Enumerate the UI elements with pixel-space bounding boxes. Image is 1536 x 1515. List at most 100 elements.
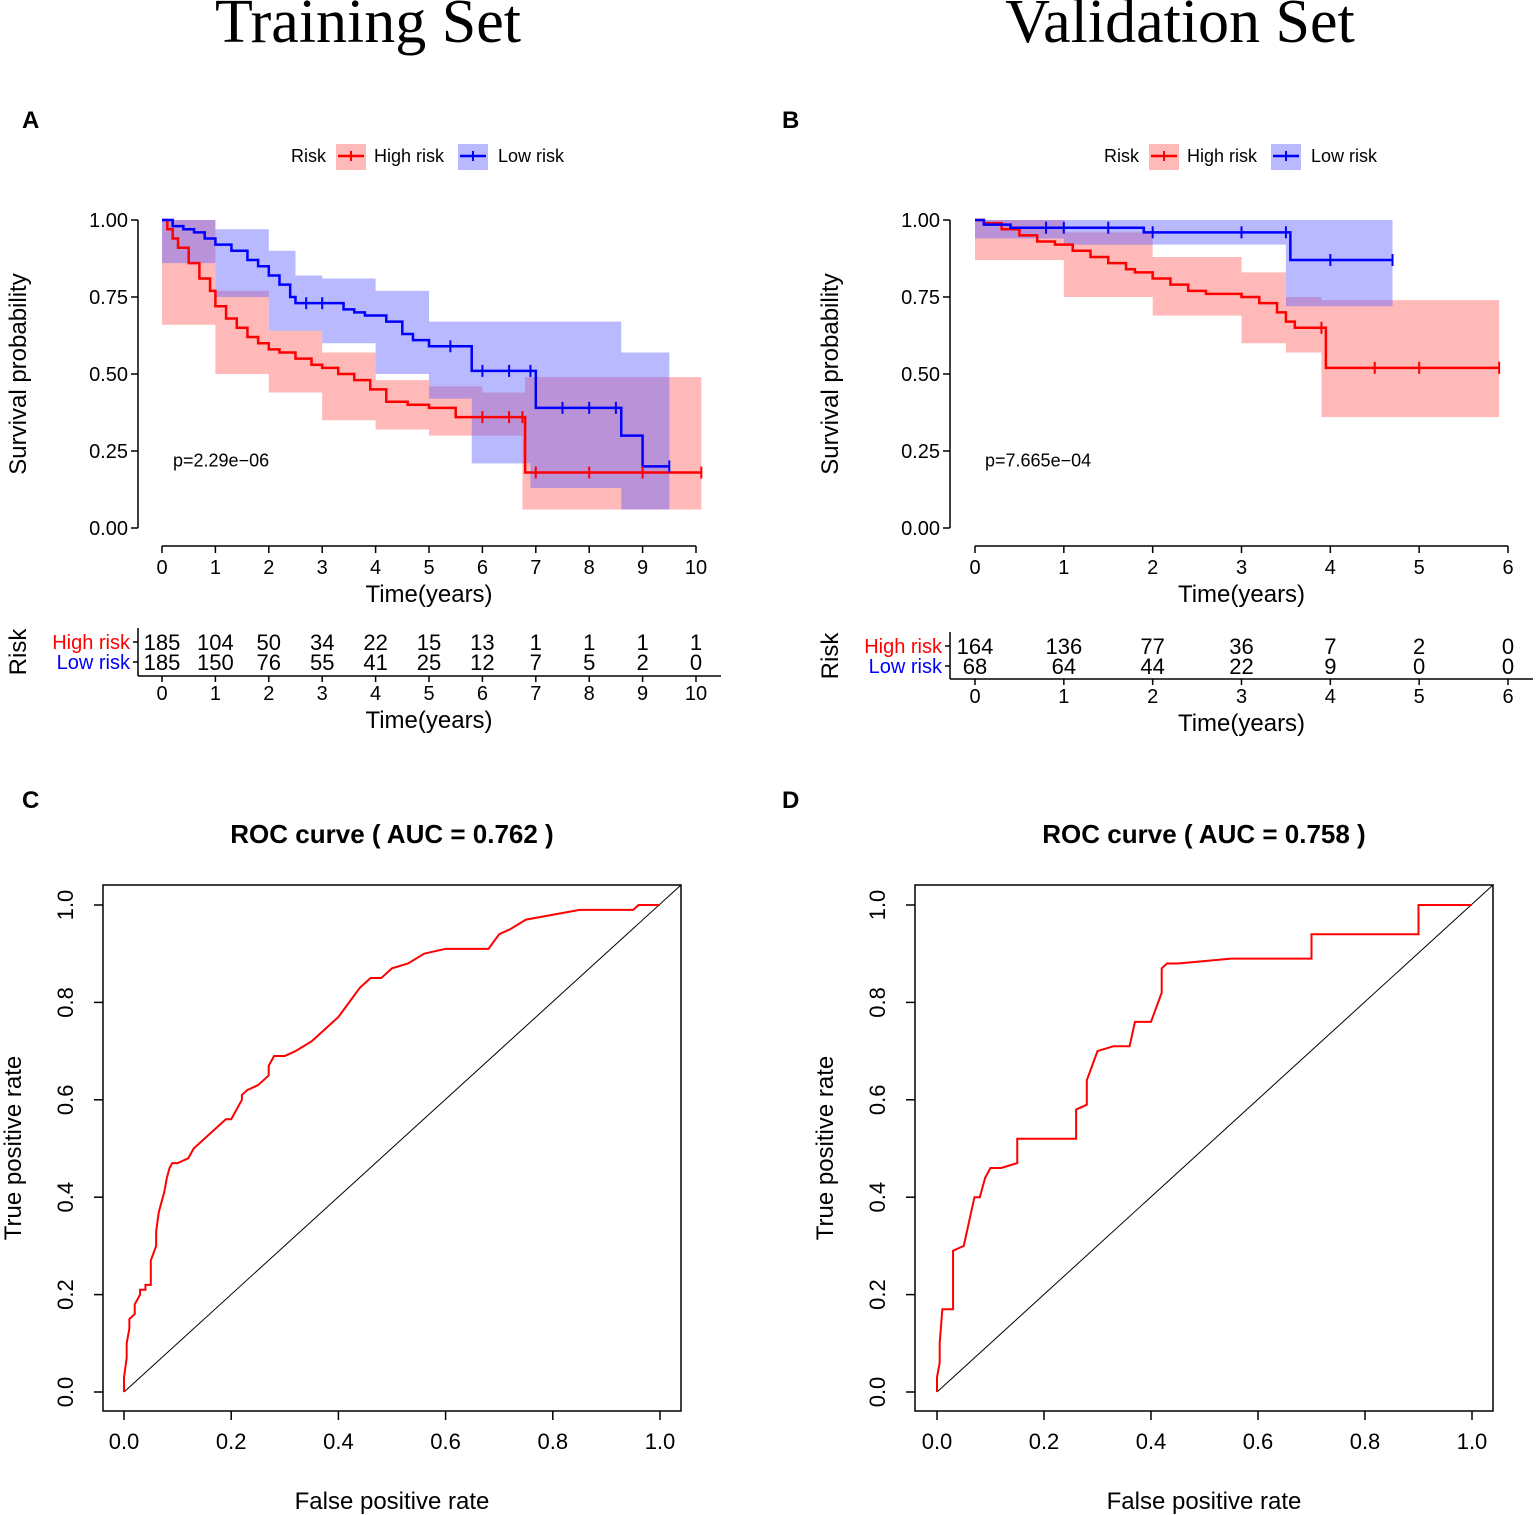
panel-c-y-tick-label: 0.4	[53, 1182, 78, 1213]
panel-a-risk-x-tick-label: 4	[370, 683, 381, 705]
panel-a-risk-x-tick-label: 3	[317, 683, 328, 705]
panel-d-x-axis-title: False positive rate	[1107, 1488, 1302, 1515]
panel-b-risk-number: 36	[1229, 634, 1253, 659]
panel-b-legend-high-label: High risk	[1187, 146, 1258, 166]
panel-a-risk-x-tick-label: 7	[530, 683, 541, 705]
panel-a-risk-x-tick-label: 6	[477, 683, 488, 705]
panel-b-x-tick-label: 5	[1414, 557, 1425, 579]
panel-c-x-tick-label: 0.2	[216, 1429, 247, 1454]
panel-a-risk-number: 104	[197, 630, 234, 655]
panel-a-y-tick-label: 0.00	[89, 518, 128, 540]
panel-b-risk-x-tick-label: 4	[1325, 686, 1336, 708]
panel-c-y-tick-label: 0.0	[53, 1377, 78, 1408]
panel-b-risk-row-label: High risk	[864, 636, 943, 658]
panel-a-risk-number: 185	[144, 650, 181, 675]
panel-b-legend-title: Risk	[1104, 146, 1140, 166]
panel-b-risk-x-tick-label: 0	[969, 686, 980, 708]
panel-a-x-tick-label: 10	[685, 557, 707, 579]
panel-d-y-axis-title: True positive rate	[812, 1056, 839, 1241]
panel-a-risk-number: 55	[310, 650, 334, 675]
panel-b-risk-number: 164	[957, 634, 994, 659]
panel-d-x-tick-label: 0.0	[922, 1429, 953, 1454]
panel-a-ci-low-band	[162, 220, 670, 510]
panel-a-risk-number: 34	[310, 630, 334, 655]
panel-b-y-tick-label: 0.75	[901, 287, 940, 309]
roc-plot-validation: ROC curve ( AUC = 0.758 ) 0.0 0.2 0.4 0.6 0.8…	[812, 819, 1494, 1515]
panel-a-risk-number: 150	[197, 650, 234, 675]
panel-b-risk-number: 0	[1502, 634, 1514, 659]
panel-b-x-tick-label: 3	[1236, 557, 1247, 579]
panel-b-y-tick-label: 0.50	[901, 364, 940, 386]
panel-d-x-tick-label: 0.6	[1243, 1429, 1274, 1454]
panel-b-risk-x-tick-label: 5	[1414, 686, 1425, 708]
panel-b-ci-low-band	[975, 220, 1393, 307]
panel-b-risk-x-tick-label: 3	[1236, 686, 1247, 708]
panel-c-y-tick-label: 0.6	[53, 1085, 78, 1116]
panel-a-x-tick-label: 8	[584, 557, 595, 579]
panel-a-x-tick-label: 3	[317, 557, 328, 579]
panel-a-risk-x-tick-label: 2	[263, 683, 274, 705]
panel-b-x-axis-title: Time(years)	[1178, 581, 1305, 608]
panel-a-risk-table-title: Risk	[5, 628, 32, 676]
panel-a-risk-number: 1	[690, 630, 702, 655]
panel-label-b: B	[782, 107, 799, 134]
panel-b-ci-high-band	[975, 220, 1500, 418]
km-plot-validation: Risk High risk Low risk0.000.250.500.751.0…	[817, 144, 1533, 737]
panel-label-a: A	[22, 107, 39, 134]
panel-a-risk-number: 5	[583, 650, 595, 675]
panel-a-y-tick-label: 1.00	[89, 210, 128, 232]
panel-a-ci-high-band	[162, 220, 702, 510]
panel-a-risk-number: 1	[636, 630, 648, 655]
panel-b-x-tick-label: 1	[1058, 557, 1069, 579]
panel-a-risk-x-tick-label: 8	[584, 683, 595, 705]
panel-b-curve-low-risk	[975, 218, 1393, 262]
panel-d-y-tick-label: 1.0	[865, 890, 890, 921]
panel-c-y-tick-label: 1.0	[53, 890, 78, 921]
panel-b-risk-number: 77	[1140, 634, 1164, 659]
panel-a-risk-number: 1	[583, 630, 595, 655]
panel-a-risk-number: 185	[144, 630, 181, 655]
panel-c-x-tick-label: 0.8	[538, 1429, 569, 1454]
panel-c-y-tick-label: 0.2	[53, 1279, 78, 1310]
panel-a-risk-x-tick-label: 10	[685, 683, 707, 705]
roc-plot-training: ROC curve ( AUC = 0.762 ) 0.0 0.2 0.4 0.6 0.8…	[0, 819, 682, 1515]
panel-a-legend-title: Risk	[291, 146, 327, 166]
panel-a-x-tick-label: 1	[210, 557, 221, 579]
panel-a-risk-x-tick-label: 0	[156, 683, 167, 705]
panel-c-y-axis-title: True positive rate	[0, 1056, 27, 1241]
panel-d-x-tick-label: 0.8	[1350, 1429, 1381, 1454]
panel-d-x-tick-label: 0.4	[1136, 1429, 1167, 1454]
panel-c-x-tick-label: 1.0	[645, 1429, 676, 1454]
panel-d-y-tick-label: 0.8	[865, 987, 890, 1018]
panel-a-x-tick-label: 9	[637, 557, 648, 579]
panel-a-risk-number: 12	[470, 650, 494, 675]
panel-b-p-value: p=7.665e−04	[985, 450, 1091, 470]
panel-a-risk-number: 7	[530, 650, 542, 675]
panel-a-risk-x-tick-label: 1	[210, 683, 221, 705]
panel-a-risk-x-axis-title: Time(years)	[365, 707, 492, 734]
panel-a-risk-row-label: Low risk	[57, 652, 131, 674]
panel-b-legend-low-label: Low risk	[1311, 146, 1378, 166]
panel-a-legend-low-label: Low risk	[498, 146, 565, 166]
panel-b-risk-number: 136	[1045, 634, 1082, 659]
panel-b-risk-number: 68	[963, 654, 987, 679]
panel-b-risk-x-tick-label: 6	[1502, 686, 1513, 708]
panel-a-risk-number: 22	[363, 630, 387, 655]
panel-d-x-tick-label: 0.2	[1029, 1429, 1060, 1454]
panel-c-x-axis-title: False positive rate	[295, 1488, 490, 1515]
panel-b-risk-number: 9	[1324, 654, 1336, 679]
panel-c-title: ROC curve ( AUC = 0.762 )	[230, 819, 553, 849]
panel-d-diagonal	[936, 884, 1494, 1393]
panel-b-risk-x-axis-title: Time(years)	[1178, 710, 1305, 737]
panel-c-plot-box	[102, 884, 682, 1412]
panel-a-p-value: p=2.29e−06	[173, 450, 269, 470]
panel-d-x-tick-label: 1.0	[1457, 1429, 1488, 1454]
panel-a-risk-number: 15	[417, 630, 441, 655]
panel-a-risk-number: 0	[690, 650, 702, 675]
panel-a-y-tick-label: 0.50	[89, 364, 128, 386]
header-training-set: Training Set	[215, 0, 521, 56]
panel-a-x-axis-title: Time(years)	[365, 581, 492, 608]
panel-c-x-tick-label: 0.4	[323, 1429, 354, 1454]
panel-d-y-tick-label: 0.6	[865, 1085, 890, 1116]
